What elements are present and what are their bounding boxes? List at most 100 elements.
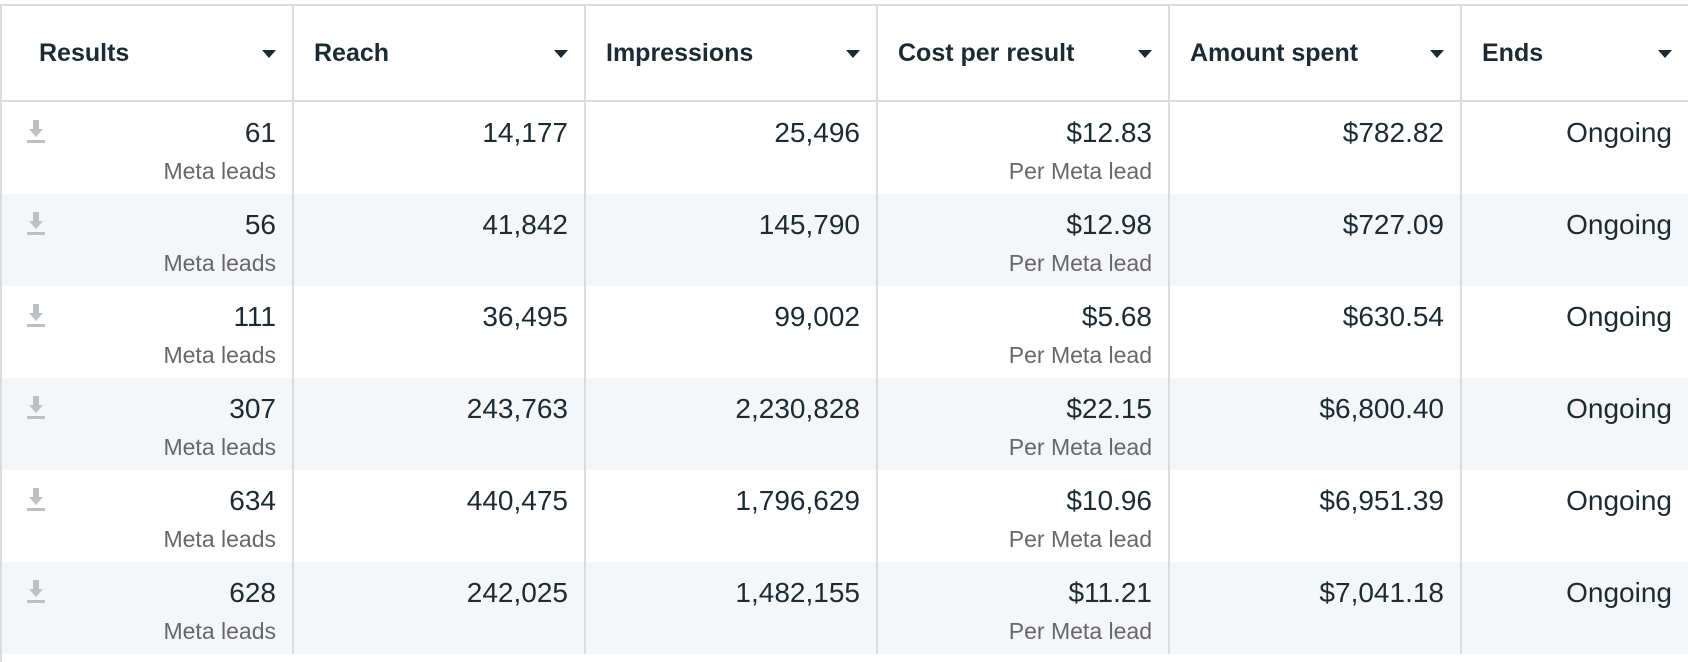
cost-value: $12.83 [1066,117,1152,148]
table-row[interactable]: 307 Meta leads 243,763 2,230,828 $22.15 Per M… [2,378,1688,470]
download-icon[interactable] [26,486,46,512]
results-type: Meta leads [163,158,276,184]
table-row[interactable]: 628 Meta leads 242,025 1,482,155 $11.21 Per M… [2,562,1688,654]
ends-value: Ongoing [1566,393,1672,424]
spent-value: $782.82 [1342,117,1444,148]
ends-value: Ongoing [1566,485,1672,516]
column-header-impressions[interactable]: Impressions [586,6,878,100]
ends-value: Ongoing [1566,577,1672,608]
results-value: 307 [229,393,276,424]
table-row[interactable]: 61 Meta leads 14,177 25,496 $12.83 Per Meta l… [2,102,1688,194]
caret-down-icon[interactable] [1658,50,1672,58]
cell-cost-per-result: $10.96 Per Meta lead [878,470,1170,562]
results-value: 61 [244,117,276,148]
column-header-results[interactable]: Results [2,6,294,100]
cell-reach: 242,025 [294,562,586,654]
column-header-cost-per-result[interactable]: Cost per result [878,6,1170,100]
cell-results: 111 Meta leads [2,286,294,378]
cost-value: $10.96 [1066,485,1152,516]
reach-value: 41,842 [482,209,568,240]
cell-impressions: 1,482,155 [586,562,878,654]
download-icon[interactable] [26,302,46,328]
results-type: Meta leads [163,434,276,460]
table-row[interactable]: 56 Meta leads 41,842 145,790 $12.98 Per Meta … [2,194,1688,286]
results-type: Meta leads [163,618,276,644]
cell-amount-spent: $630.54 [1170,286,1462,378]
cell-reach: 440,475 [294,470,586,562]
caret-down-icon[interactable] [1138,50,1152,58]
impressions-value: 99,002 [774,301,860,332]
cell-impressions: 1,796,629 [586,470,878,562]
table-body: 61 Meta leads 14,177 25,496 $12.83 Per Meta l… [2,102,1688,654]
column-header-amount-spent[interactable]: Amount spent [1170,6,1462,100]
column-header-label: Ends [1482,38,1544,67]
results-type: Meta leads [163,526,276,552]
cost-value: $5.68 [1081,301,1152,332]
impressions-value: 1,482,155 [735,577,860,608]
download-icon[interactable] [26,118,46,144]
column-header-label: Reach [314,38,390,67]
cell-cost-per-result: $22.15 Per Meta lead [878,378,1170,470]
cell-reach: 243,763 [294,378,586,470]
spent-value: $6,951.39 [1319,485,1444,516]
cost-unit: Per Meta lead [1008,618,1152,644]
cell-cost-per-result: $5.68 Per Meta lead [878,286,1170,378]
cell-reach: 14,177 [294,102,586,194]
cell-amount-spent: $6,951.39 [1170,470,1462,562]
cell-impressions: 25,496 [586,102,878,194]
table-row[interactable]: 634 Meta leads 440,475 1,796,629 $10.96 Per M… [2,470,1688,562]
cell-amount-spent: $727.09 [1170,194,1462,286]
cell-ends: Ongoing [1462,562,1688,654]
cost-value: $22.15 [1066,393,1152,424]
impressions-value: 145,790 [758,209,860,240]
impressions-value: 1,796,629 [735,485,860,516]
column-header-ends[interactable]: Ends [1462,6,1688,100]
cell-impressions: 99,002 [586,286,878,378]
cell-results: 56 Meta leads [2,194,294,286]
spent-value: $6,800.40 [1319,393,1444,424]
column-header-label: Impressions [606,38,754,67]
cell-results: 634 Meta leads [2,470,294,562]
ends-value: Ongoing [1566,117,1672,148]
table-row[interactable]: 111 Meta leads 36,495 99,002 $5.68 Per Meta l… [2,286,1688,378]
reach-value: 36,495 [482,301,568,332]
cell-cost-per-result: $11.21 Per Meta lead [878,562,1170,654]
spent-value: $7,041.18 [1319,577,1444,608]
cell-ends: Ongoing [1462,286,1688,378]
ends-value: Ongoing [1566,209,1672,240]
column-header-label: Results [39,38,130,67]
cost-unit: Per Meta lead [1008,158,1152,184]
cell-amount-spent: $7,041.18 [1170,562,1462,654]
results-value: 56 [244,209,276,240]
cell-cost-per-result: $12.83 Per Meta lead [878,102,1170,194]
ads-results-table: Results Reach Impressions Cost per resul… [0,4,1688,662]
download-icon[interactable] [26,210,46,236]
table-header: Results Reach Impressions Cost per resul… [2,6,1688,102]
cell-ends: Ongoing [1462,378,1688,470]
cell-impressions: 145,790 [586,194,878,286]
results-type: Meta leads [163,342,276,368]
cell-amount-spent: $782.82 [1170,102,1462,194]
caret-down-icon[interactable] [1430,50,1444,58]
cost-value: $11.21 [1068,577,1152,608]
caret-down-icon[interactable] [846,50,860,58]
cell-reach: 41,842 [294,194,586,286]
caret-down-icon[interactable] [554,50,568,58]
cell-results: 61 Meta leads [2,102,294,194]
cost-unit: Per Meta lead [1008,434,1152,460]
caret-down-icon[interactable] [262,50,276,58]
reach-value: 242,025 [466,577,568,608]
column-header-label: Cost per result [898,38,1075,67]
cell-ends: Ongoing [1462,194,1688,286]
reach-value: 440,475 [466,485,568,516]
download-icon[interactable] [26,394,46,420]
cell-ends: Ongoing [1462,470,1688,562]
column-header-reach[interactable]: Reach [294,6,586,100]
cost-unit: Per Meta lead [1008,342,1152,368]
download-icon[interactable] [26,578,46,604]
cell-results: 307 Meta leads [2,378,294,470]
ends-value: Ongoing [1566,301,1672,332]
cell-amount-spent: $6,800.40 [1170,378,1462,470]
cost-value: $12.98 [1066,209,1152,240]
spent-value: $727.09 [1342,209,1444,240]
